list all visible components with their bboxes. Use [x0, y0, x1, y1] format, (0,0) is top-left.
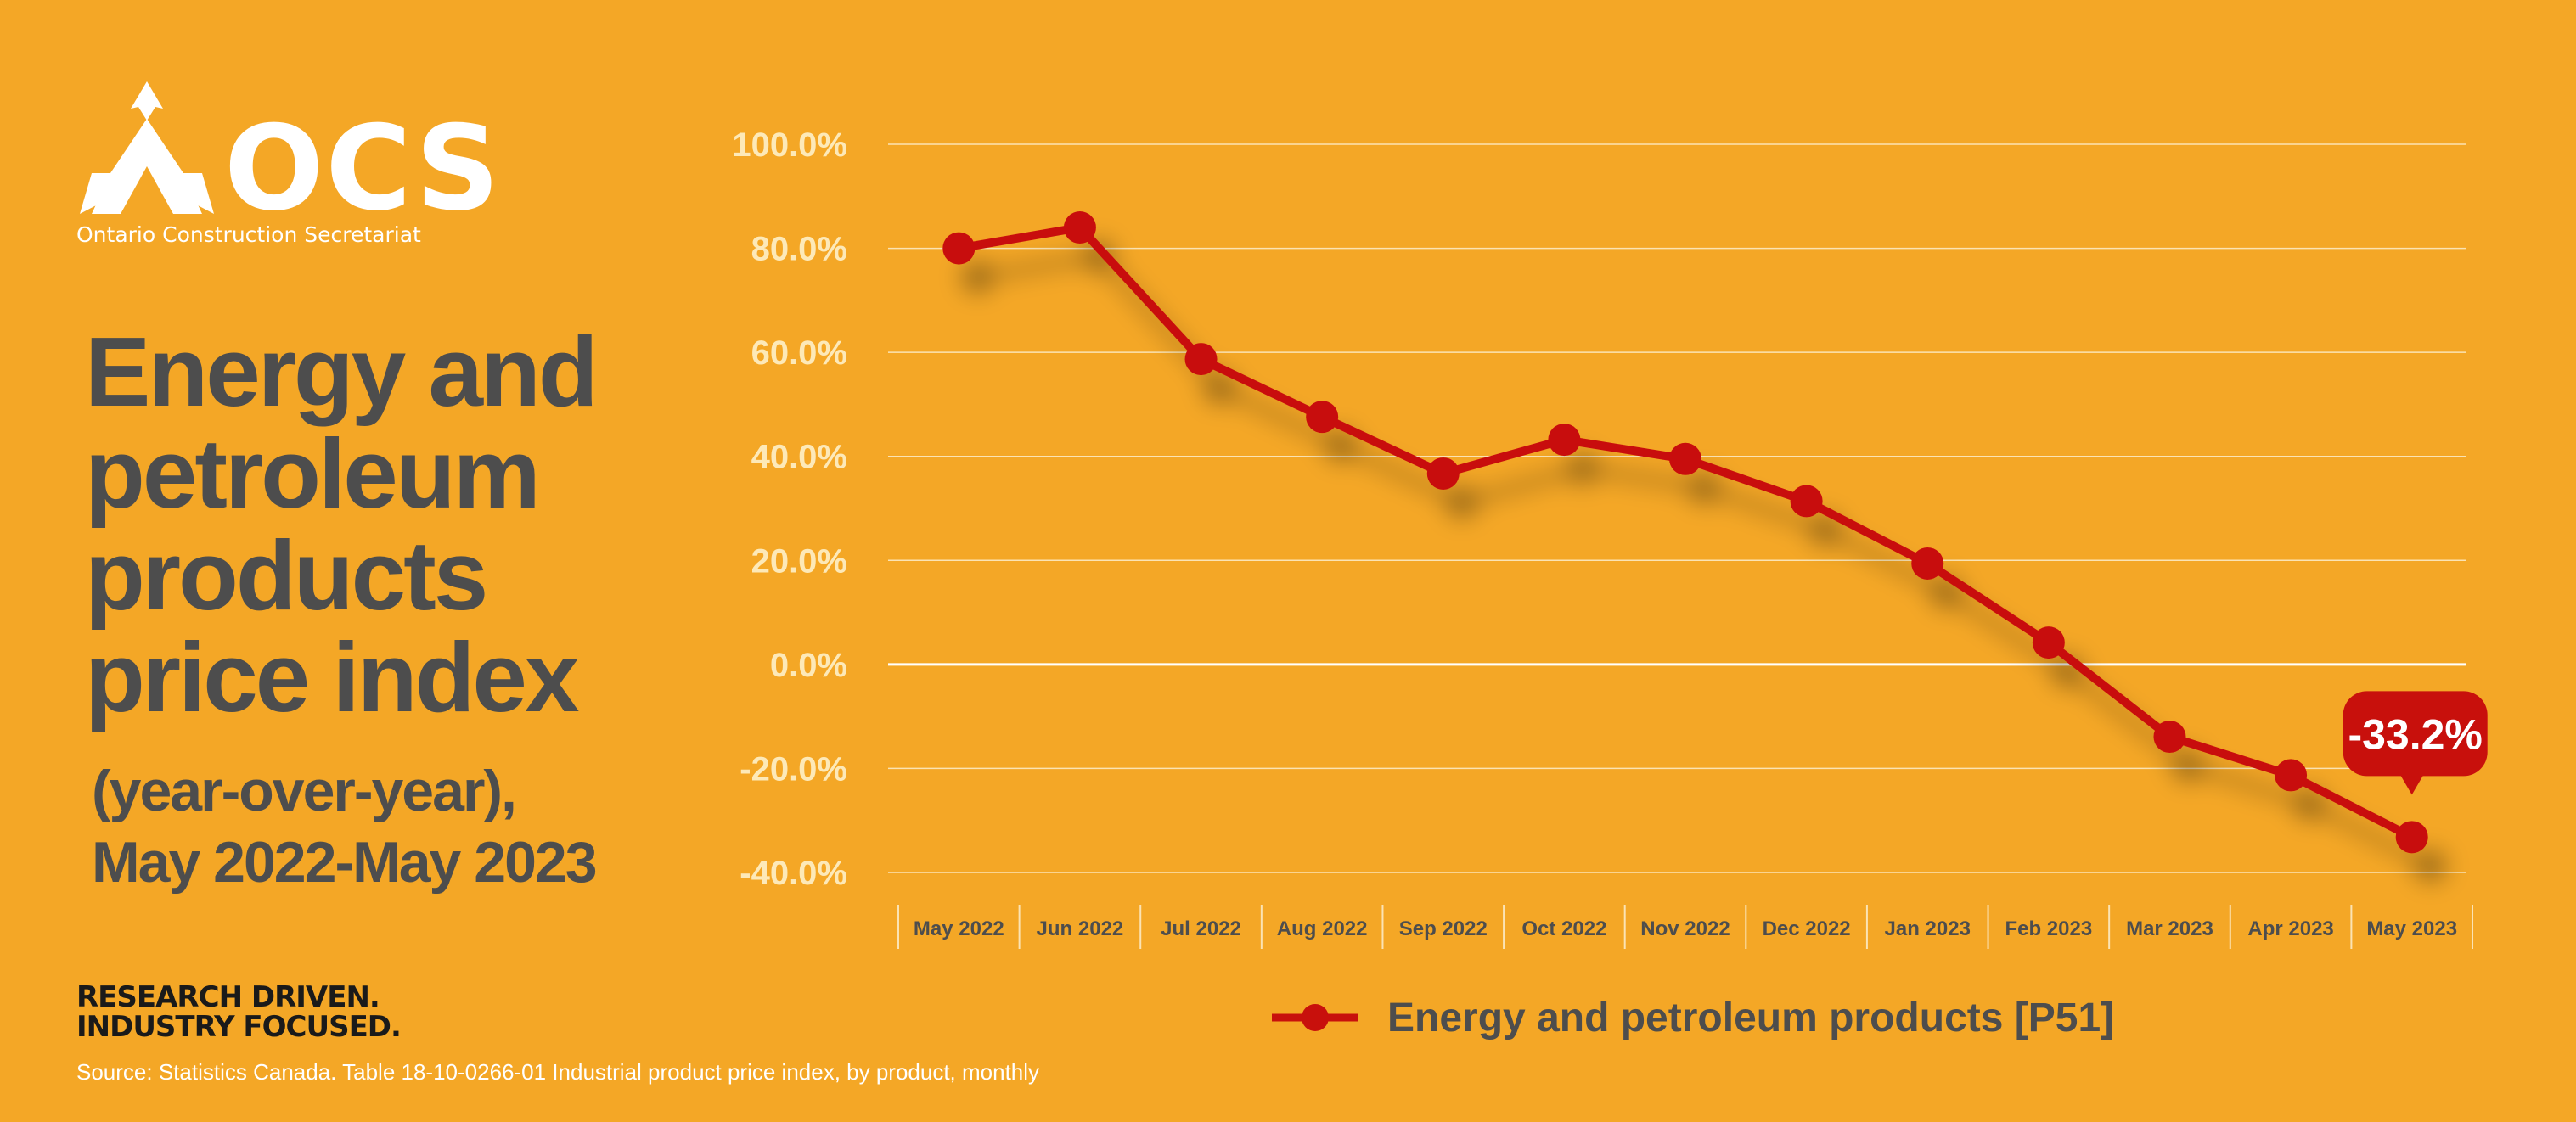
x-tick-label: Mar 2023 [2126, 917, 2213, 940]
logo-wordmark: OCS [224, 100, 502, 237]
data-point [2153, 721, 2186, 754]
data-point [1911, 547, 1944, 580]
series-line [958, 223, 2414, 841]
x-tick-label: Aug 2022 [1277, 917, 1368, 940]
x-tick-label: Apr 2023 [2247, 917, 2333, 940]
source-note: Source: Statistics Canada. Table 18-10-0… [76, 1059, 1040, 1085]
series-energy-petroleum [942, 211, 2428, 854]
x-tick-label: Dec 2022 [1763, 917, 1851, 940]
x-tick-label: May 2022 [914, 917, 1004, 940]
callout-box [2343, 691, 2488, 777]
y-tick-label: 0.0% [770, 647, 847, 684]
x-tick-label: Jul 2022 [1161, 917, 1241, 940]
y-tick-label: 40.0% [751, 439, 847, 476]
chart-legend: Energy and petroleum products [P51] [1272, 996, 2114, 1041]
y-tick-label: -20.0% [740, 750, 847, 788]
value-callout: -33.2% [2343, 691, 2488, 795]
data-point [2275, 759, 2308, 792]
y-tick-label: 100.0% [732, 126, 847, 164]
y-tick-label: 60.0% [751, 334, 847, 372]
data-point [1548, 424, 1581, 457]
x-tick-label: Feb 2023 [2005, 917, 2092, 940]
subtitle-line-1: (year-over-year), [92, 759, 517, 823]
callout-pointer [2399, 774, 2424, 795]
y-axis-ticks: 100.0% 80.0% 60.0% 40.0% 20.0% 0.0% -20.0% -40.… [732, 126, 847, 892]
y-tick-label: -40.0% [740, 855, 847, 892]
x-tick-label: May 2023 [2366, 917, 2457, 940]
page-title: Energy and petroleum products price inde… [85, 317, 599, 732]
ocs-logo: OCS Ontario Construction Secretariat [75, 78, 516, 265]
x-tick-label: Sep 2022 [1399, 917, 1488, 940]
gridlines [888, 143, 2466, 873]
page-subtitle: (year-over-year), May 2022-May 2023 [92, 755, 686, 898]
data-point [2032, 626, 2065, 659]
data-point [1306, 401, 1339, 434]
x-tick-label: Jun 2022 [1037, 917, 1124, 940]
data-point [1184, 343, 1218, 376]
data-point [2395, 821, 2428, 854]
x-tick-label: Jan 2023 [1885, 917, 1971, 940]
data-point [1063, 211, 1096, 244]
callout-label: -33.2% [2348, 710, 2482, 758]
y-tick-label: 80.0% [751, 231, 847, 268]
legend-marker-swatch [1302, 1004, 1329, 1031]
data-point [1790, 485, 1823, 518]
data-point [1669, 442, 1701, 475]
data-point [942, 232, 976, 265]
tagline-line-1: RESEARCH DRIVEN. [76, 980, 380, 1014]
y-tick-label: 20.0% [751, 542, 847, 580]
x-tick-label: Oct 2022 [1521, 917, 1606, 940]
subtitle-line-2: May 2022-May 2023 [92, 830, 598, 895]
data-point [1426, 457, 1460, 490]
legend-label: Energy and petroleum products [P51] [1387, 996, 2114, 1041]
logo-subtitle: Ontario Construction Secretariat [76, 222, 421, 247]
tagline: RESEARCH DRIVEN. INDUSTRY FOCUSED. [76, 980, 402, 1044]
x-tick-label: Nov 2022 [1640, 917, 1730, 940]
x-axis: May 2022 Jun 2022 Jul 2022 Aug 2022 Sep 2022… [897, 905, 2473, 949]
tagline-line-2: INDUSTRY FOCUSED. [76, 1010, 402, 1044]
ocs-flame-icon [80, 81, 214, 214]
